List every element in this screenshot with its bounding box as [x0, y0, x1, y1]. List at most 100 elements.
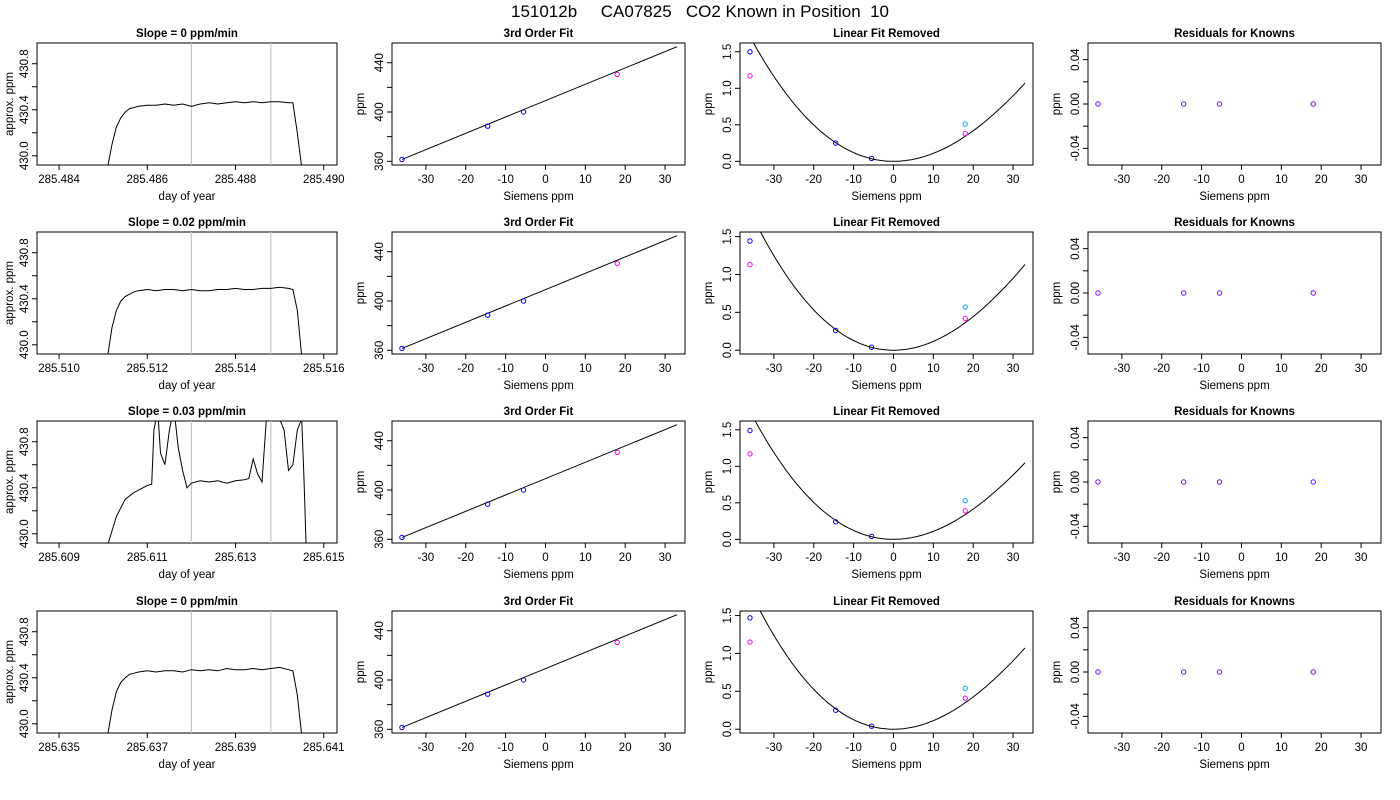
panel-r1-c4: Residuals for Knowns -30 -20 -10 0 10 20 30 -0.0…	[1051, 28, 1382, 203]
fit-curve	[759, 611, 1026, 730]
data-point	[1095, 669, 1101, 675]
plot-title: 3rd Order Fit	[504, 217, 574, 229]
panel-r3-c2: 3rd Order Fit -30 -20 -10 0 10 20 30 360 400 440 Si…	[355, 406, 686, 581]
y-tick-label: 1.0	[722, 80, 734, 96]
x-axis-label: Siemens ppm	[851, 569, 921, 581]
x-tick-label: 285.484	[38, 174, 80, 186]
x-axis-label: Siemens ppm	[503, 759, 573, 771]
data-point	[868, 723, 875, 729]
x-axis-label: Siemens ppm	[851, 191, 921, 203]
x-tick-label: -10	[497, 742, 514, 754]
y-tick-label: 1.5	[722, 229, 734, 245]
x-tick-label: -20	[805, 174, 822, 186]
x-tick-label: 20	[967, 174, 980, 186]
y-tick-label: 0.04	[1070, 48, 1082, 71]
x-tick-label: 285.615	[303, 552, 345, 564]
data-point	[832, 327, 839, 334]
x-axis-label: Siemens ppm	[851, 759, 921, 771]
x-tick-label: 0	[890, 742, 896, 754]
x-tick-label: -10	[1193, 742, 1210, 754]
x-axis-label: Siemens ppm	[1199, 191, 1269, 203]
x-axis-label: Siemens ppm	[1199, 759, 1269, 771]
y-axis-label: ppm	[703, 661, 715, 683]
plot-title: Slope = 0 ppm/min	[136, 28, 238, 40]
y-tick-label: -0.04	[1070, 135, 1082, 162]
x-tick-label: -10	[845, 742, 862, 754]
y-tick-label: 0.5	[722, 683, 734, 699]
data-point	[747, 49, 753, 55]
y-tick-label: -0.04	[1070, 324, 1082, 351]
x-tick-label: -30	[1114, 363, 1131, 375]
x-tick-label: 10	[927, 174, 940, 186]
panel-r3-c1: Slope = 0.03 ppm/min 285.609 285.611 285.61…	[4, 406, 345, 581]
plot-title: Slope = 0.02 ppm/min	[128, 217, 246, 229]
y-axis-label: ppm	[703, 471, 715, 493]
x-tick-label: 0	[1238, 742, 1244, 754]
x-tick-label: -30	[1114, 174, 1131, 186]
data-point	[962, 497, 968, 504]
panel-r2-c4: Residuals for Knowns -30 -20 -10 0 10 20 30 -0.0…	[1051, 217, 1382, 392]
y-tick-label: 0.00	[1070, 93, 1082, 115]
x-tick-label: 10	[579, 174, 592, 186]
panel-r2-c2: 3rd Order Fit -30 -20 -10 0 10 20 30 360 400 440 Si…	[355, 217, 686, 392]
x-tick-label: 285.641	[303, 742, 345, 754]
plot-title: Residuals for Knowns	[1174, 217, 1295, 229]
panel-r3-c4: Residuals for Knowns -30 -20 -10 0 10 20 30 -0.0…	[1051, 406, 1382, 581]
x-tick-label: -30	[1114, 552, 1131, 564]
x-tick-label: 20	[967, 363, 980, 375]
plot-title: Slope = 0 ppm/min	[136, 596, 238, 608]
y-tick-label: 430.4	[19, 663, 31, 692]
x-tick-label: 10	[579, 552, 592, 564]
x-tick-label: 285.635	[38, 742, 80, 754]
x-tick-label: -30	[418, 363, 435, 375]
y-axis-label: ppm	[1051, 282, 1063, 304]
data-point	[520, 109, 527, 115]
panel-r1-c2: 3rd Order Fit -30 -20 -10 0 10 20 30 360 400 440 Si…	[355, 28, 686, 203]
fit-curve	[754, 421, 1026, 540]
x-tick-label: -10	[1193, 174, 1210, 186]
x-tick-label: -30	[766, 742, 783, 754]
y-tick-label: 360	[374, 530, 386, 549]
x-tick-label: -10	[1193, 552, 1210, 564]
x-tick-label: 20	[619, 174, 632, 186]
plot-area	[747, 421, 1026, 540]
x-tick-label: 20	[619, 742, 632, 754]
data-point	[747, 427, 753, 434]
data-point	[1095, 479, 1101, 485]
fit-line	[401, 614, 678, 728]
x-tick-label: 0	[542, 552, 548, 564]
x-tick-label: -20	[457, 552, 474, 564]
data-point	[1095, 290, 1101, 296]
x-tick-label: 20	[1315, 363, 1328, 375]
x-tick-label: -20	[1153, 552, 1170, 564]
x-tick-label: 10	[1275, 552, 1288, 564]
data-point	[1310, 669, 1316, 675]
x-tick-label: 285.512	[127, 363, 169, 375]
plot-area	[747, 611, 1026, 730]
x-tick-label: -20	[1153, 174, 1170, 186]
y-tick-label: 0.0	[722, 153, 734, 169]
plot-frame	[739, 610, 1034, 734]
panel-r1-c1: Slope = 0 ppm/min 285.484 285.486 285.488 28…	[4, 28, 345, 203]
x-tick-label: 30	[659, 174, 672, 186]
x-tick-label: -10	[497, 552, 514, 564]
panel-r3-c3: Linear Fit Removed -30 -20 -10 0 10 20 30 0.0 0.5…	[703, 406, 1034, 581]
x-tick-label: 10	[1275, 742, 1288, 754]
x-tick-label: 0	[542, 174, 548, 186]
data-point	[1310, 479, 1316, 485]
plot-title: Linear Fit Removed	[833, 217, 940, 229]
plot-title: Linear Fit Removed	[833, 28, 940, 40]
y-tick-label: 430.8	[19, 49, 31, 78]
x-tick-label: 20	[619, 552, 632, 564]
y-tick-label: 430.4	[19, 95, 31, 124]
panel-r1-c3: Linear Fit Removed -30 -20 -10 0 10 20 30 0.0 0.5…	[703, 28, 1034, 203]
data-point	[747, 639, 753, 645]
x-tick-label: 20	[619, 363, 632, 375]
x-tick-label: -10	[497, 363, 514, 375]
plot-title: Residuals for Knowns	[1174, 596, 1295, 608]
data-point	[1216, 101, 1223, 107]
data-point	[1180, 290, 1187, 296]
y-tick-label: 1.5	[722, 608, 734, 624]
x-axis-label: day of year	[159, 380, 216, 392]
